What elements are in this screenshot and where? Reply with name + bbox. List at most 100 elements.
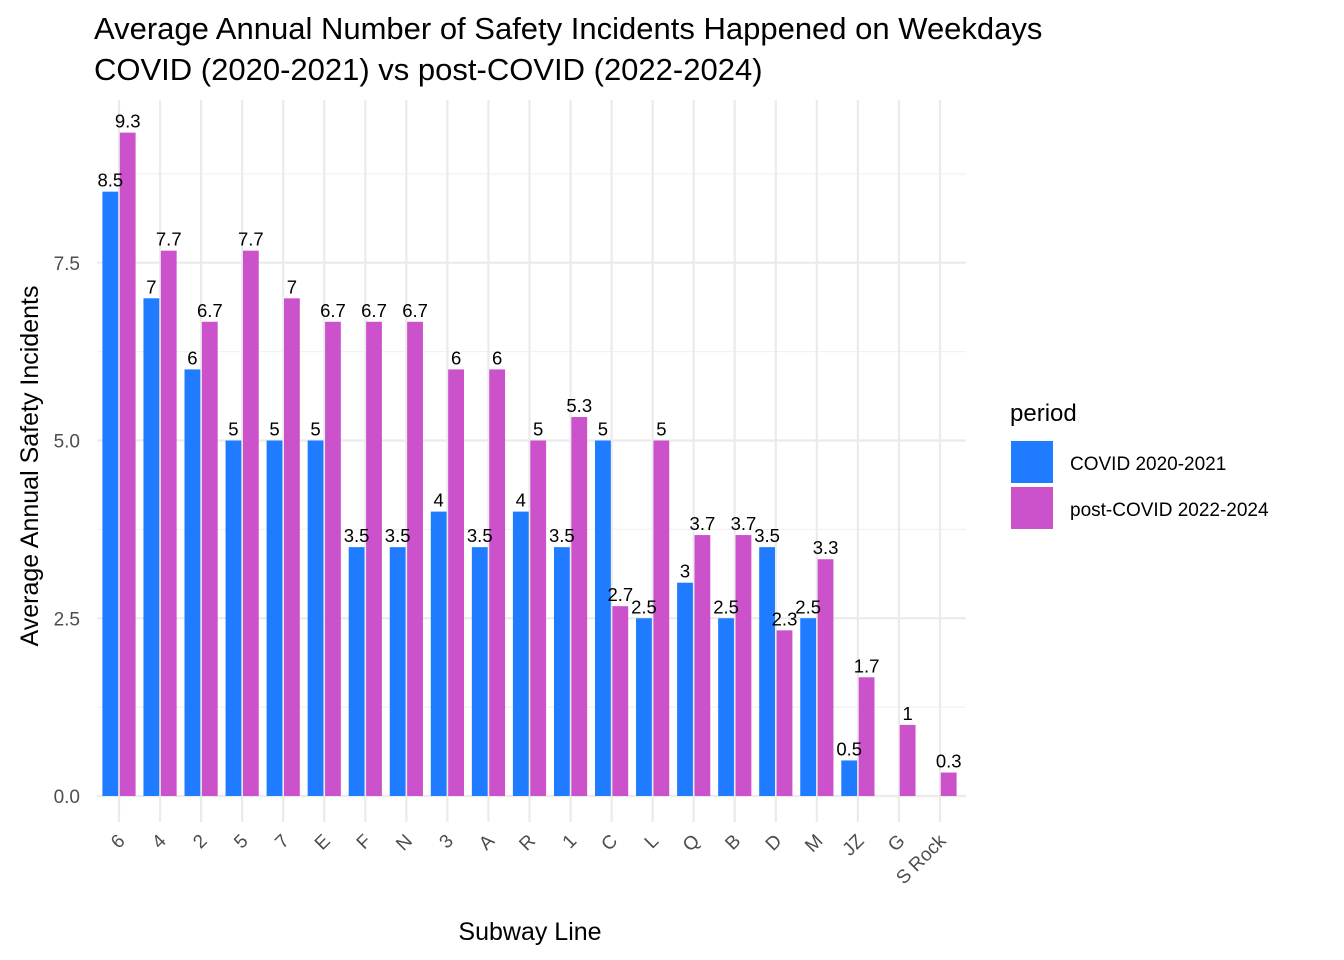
data-label: 9.3: [115, 111, 141, 132]
data-label: 6: [187, 347, 197, 368]
bar-covid: [471, 547, 488, 796]
data-label: 3.5: [754, 525, 780, 546]
bar-covid: [841, 760, 858, 796]
x-tick-label: 5: [230, 831, 252, 853]
data-label: 0.3: [936, 751, 962, 772]
bar-covid: [307, 440, 324, 796]
y-tick-label: 5.0: [54, 432, 80, 453]
data-label: 5.3: [566, 395, 592, 416]
legend: period COVID 2020-2021 post-COVID 2022-20…: [1010, 400, 1269, 529]
bar-covid: [225, 440, 242, 796]
data-label: 2.7: [607, 584, 633, 605]
x-tick-label: D: [762, 831, 787, 856]
data-label: 3.5: [549, 525, 575, 546]
bar-post-covid: [489, 369, 506, 796]
data-label: 3: [680, 561, 690, 582]
bar-covid: [677, 582, 693, 796]
bar-post-covid: [817, 559, 834, 796]
plot-grid: [97, 100, 966, 822]
legend-key-covid: [1011, 441, 1053, 483]
bar-covid: [512, 511, 529, 796]
data-label: 7: [287, 276, 297, 297]
chart-title-line-1: Average Annual Number of Safety Incident…: [94, 11, 1042, 46]
legend-label-post-covid: post-COVID 2022-2024: [1070, 500, 1269, 521]
data-label: 3.7: [731, 513, 757, 534]
x-tick-label: C: [598, 831, 623, 856]
data-label: 5: [310, 419, 320, 440]
data-label: 3.5: [344, 525, 370, 546]
data-label: 5: [269, 419, 279, 440]
x-tick-label: R: [515, 831, 540, 856]
bar-post-covid: [119, 132, 136, 797]
bar-covid: [143, 298, 160, 796]
legend-key-post-covid: [1011, 487, 1053, 529]
bar-post-covid: [448, 369, 464, 796]
bar-post-covid: [284, 298, 300, 796]
chart-title: Average Annual Number of Safety Incident…: [94, 11, 1042, 87]
x-tick-label: E: [311, 831, 335, 855]
data-label: 6.7: [402, 300, 428, 321]
bar-post-covid: [530, 440, 547, 796]
data-label: 6.7: [197, 300, 223, 321]
x-tick-label: N: [392, 831, 417, 856]
x-tick-label: 2: [189, 831, 211, 853]
data-label: 3.5: [385, 525, 411, 546]
bar-covid: [389, 547, 406, 796]
x-tick-label: Q: [679, 831, 704, 856]
y-axis-ticks: 0.0 2.5 5.0 7.5: [54, 254, 80, 808]
bar-post-covid: [366, 321, 382, 796]
data-label: 5: [598, 419, 608, 440]
bar-covid: [184, 369, 201, 796]
data-label: 5: [228, 419, 238, 440]
data-label: 5: [533, 419, 543, 440]
data-label: 6: [451, 347, 461, 368]
chart-title-line-2: COVID (2020-2021) vs post-COVID (2022-20…: [94, 52, 763, 87]
x-tick-label: L: [641, 831, 663, 853]
bar-post-covid: [899, 724, 916, 796]
bar-post-covid: [160, 250, 177, 797]
data-label: 6: [492, 347, 502, 368]
data-label: 7.7: [238, 229, 264, 250]
x-tick-label: 7: [271, 831, 293, 853]
data-label: 3.5: [467, 525, 493, 546]
bar-covid: [430, 511, 447, 796]
bar-post-covid: [776, 630, 793, 796]
legend-label-covid: COVID 2020-2021: [1070, 454, 1226, 475]
data-label: 6.7: [361, 300, 387, 321]
x-tick-label: 6: [107, 831, 129, 853]
x-tick-label: A: [475, 830, 499, 854]
data-label: 6.7: [320, 300, 346, 321]
y-tick-label: 7.5: [54, 254, 80, 275]
bar-covid: [102, 191, 119, 796]
bar-covid: [266, 440, 283, 796]
data-label: 7.7: [156, 229, 182, 250]
x-tick-label: 1: [559, 831, 581, 853]
bar-post-covid: [612, 606, 629, 796]
bar-post-covid: [735, 535, 752, 796]
data-labels-layer: 8.5 7 6 5 5 5 3.5 3.5 4 3.5 4 3.5 5 2.5 3 2.5 3.5 2.5 0.5 9…: [97, 111, 961, 772]
x-tick-label: F: [353, 831, 376, 854]
data-label: 4: [434, 490, 444, 511]
bar-post-covid: [940, 772, 957, 796]
x-tick-label: 3: [436, 831, 458, 853]
legend-title: period: [1010, 400, 1077, 427]
bar-post-covid: [201, 321, 218, 796]
data-label: 2.5: [713, 596, 739, 617]
data-label: 5: [656, 419, 666, 440]
bars-layer: [102, 132, 957, 797]
bar-post-covid: [325, 321, 341, 796]
bar-post-covid: [694, 535, 711, 796]
bar-covid: [800, 618, 817, 796]
data-label: 2.5: [795, 596, 821, 617]
data-label: 0.5: [836, 738, 862, 759]
bar-post-covid: [858, 677, 875, 796]
x-tick-label: B: [721, 831, 745, 855]
bar-post-covid: [653, 440, 670, 796]
bar-covid: [553, 547, 570, 796]
x-axis-title: Subway Line: [458, 918, 601, 946]
bar-covid: [718, 618, 734, 796]
data-label: 8.5: [97, 170, 123, 191]
data-label: 2.5: [631, 596, 657, 617]
data-label: 3.3: [813, 537, 839, 558]
